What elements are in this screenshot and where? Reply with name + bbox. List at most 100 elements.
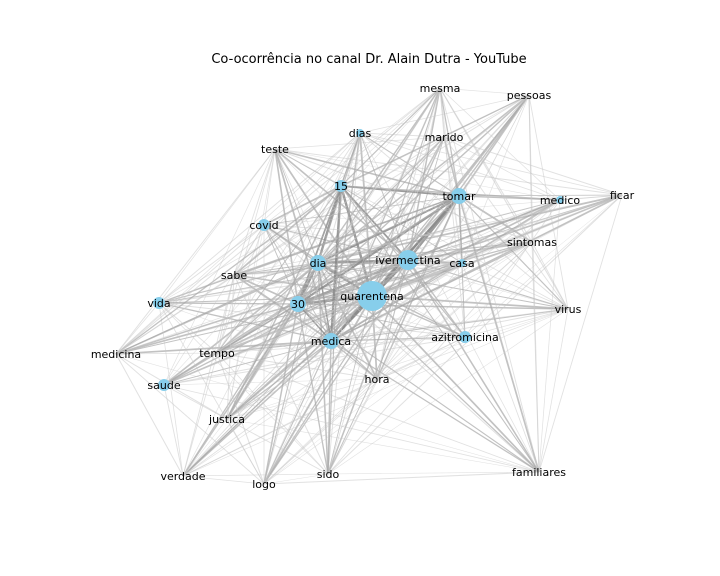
edge-dias-marido bbox=[359, 132, 445, 138]
edge-sintomas-verdade bbox=[182, 241, 533, 477]
node-label-hora: hora bbox=[365, 373, 390, 386]
edge-marido-medica bbox=[330, 136, 445, 342]
edge-pessoas-saude bbox=[163, 94, 530, 386]
edge-verdade-virus bbox=[182, 308, 569, 477]
edge-dias-familiares bbox=[359, 132, 540, 473]
node-casa bbox=[458, 259, 466, 267]
node-label-30: 30 bbox=[291, 298, 305, 311]
edge-medicina-mesma bbox=[115, 87, 441, 355]
edge-covid-medicina bbox=[115, 224, 265, 355]
edge-sintomas-teste bbox=[274, 148, 533, 243]
node-30 bbox=[290, 296, 306, 312]
edge-medica-sintomas bbox=[330, 241, 533, 342]
node-label-azitromicina: azitromicina bbox=[431, 331, 498, 344]
chart-title: Co-ocorrência no canal Dr. Alain Dutra -… bbox=[211, 52, 526, 67]
edge-dias-vida bbox=[158, 132, 361, 304]
edge-sabe-tempo bbox=[216, 274, 235, 354]
node-label-tomar: tomar bbox=[442, 190, 475, 203]
edge-justica-pessoas bbox=[226, 94, 530, 420]
edge-marido-pessoas bbox=[443, 94, 530, 138]
edge-medico-tempo bbox=[216, 199, 561, 354]
edge-teste-verdade bbox=[182, 148, 276, 477]
edge-familiares-justica bbox=[226, 418, 540, 473]
edge-saude-virus bbox=[163, 308, 569, 386]
node-label-familiares: familiares bbox=[512, 466, 566, 479]
node-label-sido: sido bbox=[317, 468, 340, 481]
node-label-marido: marido bbox=[425, 131, 464, 144]
edge-sido-tempo bbox=[216, 352, 329, 475]
edge-logo-sintomas bbox=[263, 241, 533, 485]
edge-familiares-pessoas bbox=[528, 94, 540, 473]
edge-familiares-medicina bbox=[115, 353, 540, 473]
edge-15-sabe bbox=[233, 185, 342, 276]
edge-justica-mesma bbox=[226, 87, 441, 420]
network-labels: quarentena ivermectina dia tomar 30 medica cov… bbox=[91, 82, 635, 491]
node-ivermectina bbox=[398, 250, 418, 270]
edge-medica-teste bbox=[274, 148, 332, 342]
edge-marido-mesma bbox=[439, 87, 445, 138]
edge-sintomas-vida bbox=[158, 241, 533, 304]
edge-mesma-verdade bbox=[182, 87, 441, 477]
node-label-justica: justica bbox=[208, 413, 245, 426]
edge-dias-hora bbox=[359, 132, 378, 380]
edge-sido-virus bbox=[327, 308, 569, 475]
edge-casa-mesma bbox=[439, 87, 463, 264]
node-covid bbox=[258, 219, 270, 231]
edge-hora-vida bbox=[158, 302, 378, 380]
edge-teste-virus bbox=[274, 148, 569, 310]
edge-saude-verdade bbox=[163, 384, 184, 477]
node-label-casa: casa bbox=[449, 257, 474, 270]
edge-mesma-pessoas bbox=[439, 87, 530, 96]
edge-justica-tomar bbox=[226, 195, 460, 420]
edge-dia-tempo bbox=[216, 262, 319, 354]
edge-familiares-logo bbox=[263, 471, 540, 485]
edge-sintomas-virus bbox=[531, 241, 569, 310]
edge-ficar-tempo bbox=[216, 194, 623, 354]
edge-verdade-vida bbox=[158, 302, 184, 477]
edge-casa-sabe bbox=[233, 262, 463, 276]
node-label-medico: medico bbox=[540, 194, 581, 207]
node-saude bbox=[158, 379, 170, 391]
edge-sabe-sido bbox=[233, 274, 329, 475]
edge-pessoas-tempo bbox=[216, 94, 530, 354]
edge-familiares-medica bbox=[330, 340, 540, 473]
edge-sabe-vida bbox=[158, 274, 235, 304]
node-label-covid: covid bbox=[249, 219, 278, 232]
edge-medicina-verdade bbox=[115, 353, 184, 477]
edge-dias-logo bbox=[263, 132, 361, 485]
edge-ficar-sido bbox=[327, 194, 623, 475]
edge-15-familiares bbox=[340, 185, 540, 473]
edge-dias-tempo bbox=[216, 132, 361, 354]
node-label-ivermectina: ivermectina bbox=[375, 254, 440, 267]
node-15 bbox=[335, 180, 347, 192]
edge-justica-sabe bbox=[226, 274, 235, 420]
edge-dias-sabe bbox=[233, 132, 361, 276]
edge-15-tempo bbox=[216, 185, 342, 354]
edge-covid-familiares bbox=[263, 224, 540, 473]
edge-azitromicina-tempo bbox=[216, 336, 466, 354]
edge-casa-covid bbox=[263, 224, 463, 264]
edge-quarentena-virus bbox=[371, 295, 569, 310]
node-vida bbox=[153, 297, 165, 309]
edge-covid-justica bbox=[226, 224, 265, 420]
node-dia bbox=[310, 255, 326, 271]
edge-covid-medica bbox=[263, 224, 332, 342]
node-dias bbox=[356, 129, 364, 137]
edge-azitromicina-virus bbox=[464, 308, 569, 338]
edge-dias-pessoas bbox=[359, 94, 530, 134]
edge-justica-logo bbox=[226, 418, 265, 485]
edge-pessoas-virus bbox=[528, 94, 569, 310]
edge-15-pessoas bbox=[340, 94, 530, 187]
edge-familiares-tempo bbox=[216, 352, 540, 473]
edge-justica-medica bbox=[226, 340, 332, 420]
node-label-medica: medica bbox=[311, 335, 351, 348]
edge-dias-medicina bbox=[115, 132, 361, 355]
edge-marido-medicina bbox=[115, 136, 445, 355]
edge-medicina-tempo bbox=[115, 352, 218, 355]
edge-logo-verdade bbox=[182, 475, 265, 485]
edge-logo-medicina bbox=[115, 353, 265, 485]
edge-ficar-teste bbox=[274, 148, 623, 196]
network-nodes bbox=[153, 129, 564, 391]
edge-azitromicina-verdade bbox=[182, 336, 466, 477]
